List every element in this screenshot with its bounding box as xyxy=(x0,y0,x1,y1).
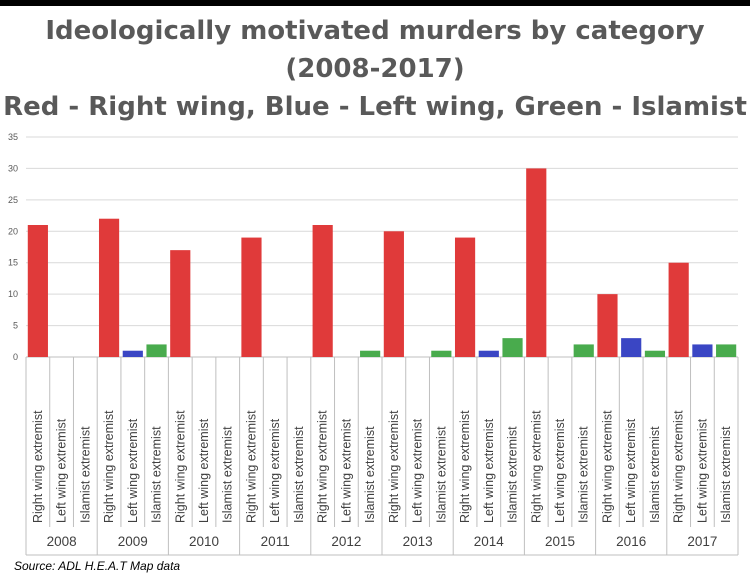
subcategory-label: Left wing extremist xyxy=(339,418,353,523)
bar-islamist-extremist-2017 xyxy=(716,344,737,357)
year-label: 2011 xyxy=(261,534,290,549)
bar-left-wing-extremist-2016 xyxy=(621,338,642,357)
subcategory-label: Right wing extremist xyxy=(672,410,686,523)
subcategory-label: Islamist extremist xyxy=(221,426,235,523)
bar-right-wing-extremist-2014 xyxy=(454,237,476,357)
bar-right-wing-extremist-2017 xyxy=(668,262,689,357)
subcategory-label: Right wing extremist xyxy=(31,410,45,523)
subcategory-label: Islamist extremist xyxy=(648,426,662,523)
subcategory-label: Islamist extremist xyxy=(434,426,448,523)
bar-left-wing-extremist-2017 xyxy=(692,344,713,357)
bar-islamist-extremist-2012 xyxy=(360,350,381,357)
y-tick-label: 25 xyxy=(8,195,18,205)
chart-legend-note: Red - Right wing, Blue - Left wing, Gree… xyxy=(3,92,747,122)
bar-right-wing-extremist-2013 xyxy=(383,231,404,357)
year-label: 2016 xyxy=(616,534,646,549)
subcategory-label: Right wing extremist xyxy=(529,410,543,523)
chart-title: Ideologically motivated murders by categ… xyxy=(45,16,705,46)
subcategory-label: Right wing extremist xyxy=(458,410,472,523)
subcategory-label: Right wing extremist xyxy=(600,410,614,523)
year-label: 2017 xyxy=(687,534,717,549)
subcategory-label: Right wing extremist xyxy=(244,410,258,523)
subcategory-label: Right wing extremist xyxy=(387,410,401,523)
subcategory-label: Left wing extremist xyxy=(197,418,211,523)
year-label: 2013 xyxy=(403,534,433,549)
source-note: Source: ADL H.E.A.T Map data xyxy=(14,559,181,573)
subcategory-label: Islamist extremist xyxy=(150,426,164,523)
y-tick-label: 0 xyxy=(13,352,18,362)
subcategory-label: Left wing extremist xyxy=(126,418,140,523)
subcategory-label: Right wing extremist xyxy=(102,410,116,523)
subcategory-label: Islamist extremist xyxy=(719,426,733,523)
bar-islamist-extremist-2016 xyxy=(644,350,666,357)
subcategory-label: Left wing extremist xyxy=(553,418,567,523)
subcategory-label: Left wing extremist xyxy=(695,418,709,523)
chart-canvas: Ideologically motivated murders by categ… xyxy=(0,6,750,584)
y-tick-label: 15 xyxy=(8,258,18,268)
subcategory-label: Left wing extremist xyxy=(482,418,496,523)
bar-chart: 0 5 10 15 20 25 30 35 Right wing extremist Left w… xyxy=(8,132,739,556)
subcategory-label: Islamist extremist xyxy=(292,426,306,523)
bar-right-wing-extremist-2011 xyxy=(241,237,262,357)
bar-right-wing-extremist-2015 xyxy=(526,168,547,357)
y-tick-label: 20 xyxy=(8,226,18,236)
subcategory-label: Left wing extremist xyxy=(55,418,69,523)
bar-islamist-extremist-2013 xyxy=(431,350,452,357)
subcategory-label: Left wing extremist xyxy=(624,418,638,523)
bar-right-wing-extremist-2009 xyxy=(98,218,120,357)
year-label: 2012 xyxy=(331,534,361,549)
bar-islamist-extremist-2009 xyxy=(146,344,167,357)
y-tick-label: 30 xyxy=(8,163,18,173)
bar-right-wing-extremist-2010 xyxy=(170,250,191,357)
bar-right-wing-extremist-2012 xyxy=(312,225,333,357)
year-label: 2015 xyxy=(545,534,575,549)
chart-subtitle: (2008-2017) xyxy=(285,54,465,84)
year-label: 2008 xyxy=(47,534,77,549)
subcategory-label: Islamist extremist xyxy=(577,426,591,523)
bar-left-wing-extremist-2014 xyxy=(478,350,499,357)
y-tick-label: 35 xyxy=(8,132,18,142)
y-tick-label: 10 xyxy=(8,289,18,299)
subcategory-label: Right wing extremist xyxy=(173,410,187,523)
bar-islamist-extremist-2014 xyxy=(502,338,523,357)
year-label: 2009 xyxy=(118,534,148,549)
subcategory-label: Right wing extremist xyxy=(316,410,330,523)
subcategory-label: Left wing extremist xyxy=(268,418,282,523)
bar-right-wing-extremist-2016 xyxy=(597,294,618,357)
bar-right-wing-extremist-2008 xyxy=(27,225,48,357)
subcategory-label: Islamist extremist xyxy=(363,426,377,523)
bar-islamist-extremist-2015 xyxy=(573,344,594,357)
subcategory-label: Islamist extremist xyxy=(78,426,92,523)
subcategory-label: Left wing extremist xyxy=(411,418,425,523)
year-label: 2014 xyxy=(474,534,505,549)
bar-left-wing-extremist-2009 xyxy=(122,350,143,357)
year-label: 2010 xyxy=(189,534,219,549)
y-tick-label: 5 xyxy=(13,321,18,331)
subcategory-label: Islamist extremist xyxy=(506,426,520,523)
